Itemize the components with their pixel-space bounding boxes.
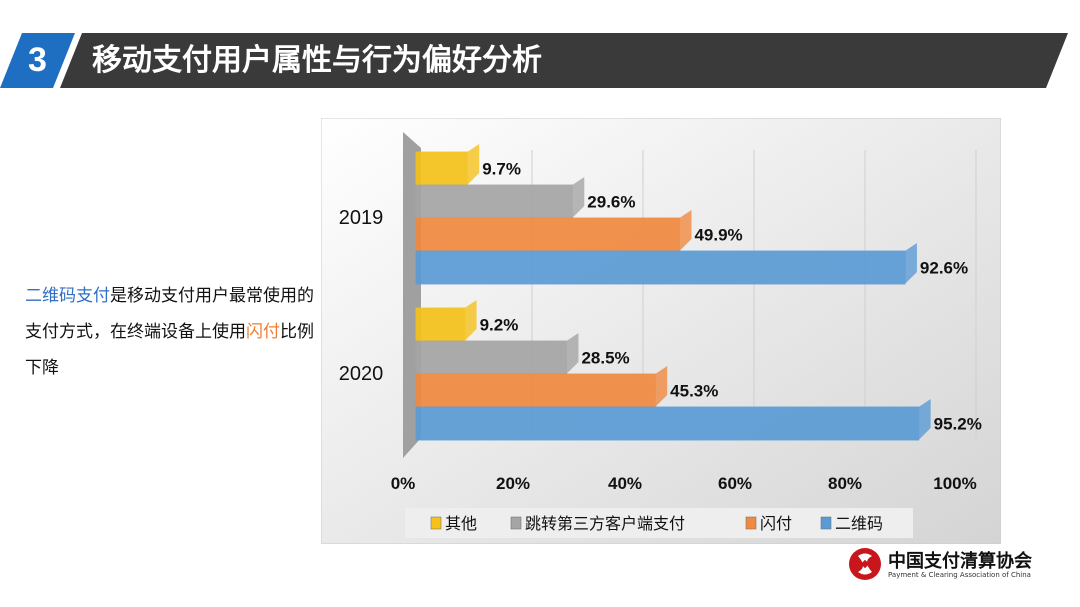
logo-icon	[849, 548, 881, 580]
legend-swatch	[745, 516, 757, 530]
legend-swatch	[430, 516, 442, 530]
data-label: 9.7%	[482, 160, 521, 179]
category-label: 2019	[339, 207, 384, 229]
legend-swatch	[510, 516, 522, 530]
data-label: 49.9%	[694, 226, 742, 245]
legend-label: 二维码	[835, 514, 883, 533]
bar	[415, 373, 656, 408]
association-logo: 中国支付清算协会 Payment & Clearing Association …	[848, 547, 1032, 585]
data-label: 45.3%	[670, 382, 718, 401]
x-tick-label: 0%	[391, 474, 416, 493]
data-label: 28.5%	[581, 349, 629, 368]
legend-label: 跳转第三方客户端支付	[525, 514, 685, 533]
legend-label: 其他	[445, 514, 477, 533]
bar-side	[918, 399, 931, 440]
bar	[415, 217, 680, 252]
data-label: 92.6%	[920, 259, 968, 278]
bar	[415, 307, 466, 342]
logo-en: Payment & Clearing Association of China	[888, 571, 1031, 579]
bar-side	[464, 300, 477, 341]
x-tick-label: 100%	[933, 474, 976, 493]
bar-side	[904, 243, 917, 284]
bar-side	[679, 210, 692, 251]
highlight-nfc: 闪付	[246, 322, 280, 342]
x-tick-label: 80%	[828, 474, 862, 493]
bar	[415, 406, 920, 441]
bar	[415, 184, 573, 219]
bar-chart: 9.7% 29.6% 49.9% 92.6% 9.2% 28.5% 45.3% 95.2% 2…	[321, 118, 1001, 544]
bar-side	[572, 177, 585, 218]
description-text: 二维码支付是移动支付用户最常使用的支付方式，在终端设备上使用闪付比例下降	[25, 278, 320, 386]
bar	[415, 151, 468, 186]
x-tick-label: 60%	[718, 474, 752, 493]
logo-cn: 中国支付清算协会	[888, 551, 1032, 572]
desc-text: 是移动支付用户最常使用的支付方式，在终端设备上使用	[25, 286, 314, 342]
page-title: 移动支付用户属性与行为偏好分析	[92, 43, 542, 78]
data-label: 95.2%	[934, 415, 982, 434]
bar-side	[655, 366, 668, 407]
category-label: 2020	[339, 363, 384, 385]
bar-side	[467, 144, 480, 185]
x-tick-label: 20%	[496, 474, 530, 493]
legend-label: 闪付	[760, 514, 792, 533]
data-label: 29.6%	[587, 193, 635, 212]
desc-text-end: 比例下降	[25, 322, 314, 378]
title-banner	[60, 33, 1068, 88]
highlight-qr: 二维码支付	[25, 286, 110, 306]
data-label: 9.2%	[480, 316, 519, 335]
x-tick-label: 40%	[608, 474, 642, 493]
bar-side	[566, 333, 579, 374]
bar	[415, 250, 906, 285]
legend-swatch	[820, 516, 832, 530]
bar	[415, 340, 567, 375]
